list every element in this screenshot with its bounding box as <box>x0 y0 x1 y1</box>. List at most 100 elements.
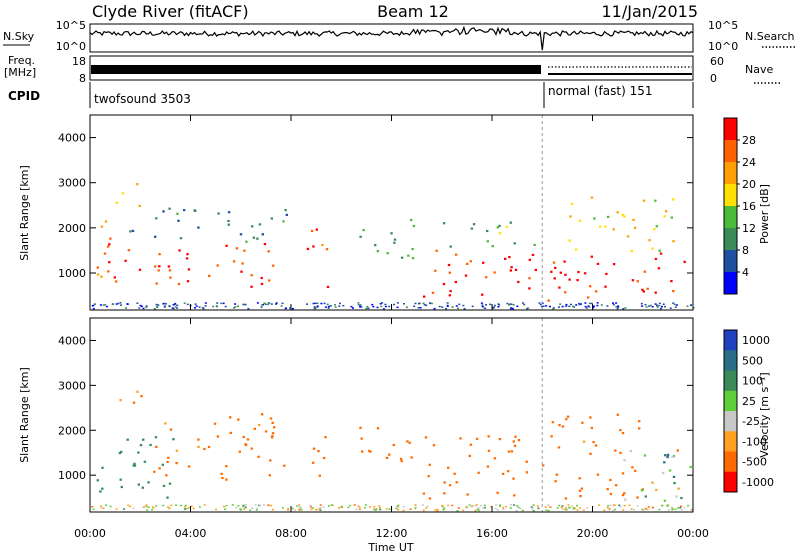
power-ground-cell <box>115 303 118 305</box>
velocity-cell <box>237 418 240 421</box>
velocity-ground-cell <box>192 507 195 510</box>
velocity-ground-cell <box>102 507 105 509</box>
power-cell <box>646 287 649 290</box>
power-ground-cell <box>423 304 426 306</box>
velocity-cell <box>589 452 592 455</box>
power-cell <box>563 260 566 263</box>
power-ground-cell <box>379 303 382 305</box>
velocity-ground-cell <box>613 504 616 506</box>
velocity-cell <box>677 487 680 490</box>
velocity-ground-cell <box>612 509 615 512</box>
power-ground-cell <box>244 303 247 306</box>
power-ground-cell <box>393 303 395 306</box>
velocity-cell <box>271 432 275 435</box>
power-cell <box>577 270 580 274</box>
velocity-ground-cell <box>363 506 366 509</box>
velocity-cell <box>197 445 200 448</box>
velocity-ground-cell <box>474 509 477 512</box>
velocity-ground-cell <box>109 505 112 508</box>
velocity-cell <box>643 454 647 457</box>
velocity-ground-cell <box>680 505 683 507</box>
power-cell <box>578 219 582 222</box>
velocity-ground-cell <box>679 507 682 509</box>
velocity-ground-cell <box>480 504 482 507</box>
power-cell <box>168 269 172 272</box>
power-colorbar: 4 8 12 16 20 24 28 <box>723 117 756 295</box>
velocity-ground-cell <box>223 505 225 508</box>
velocity-cell <box>197 438 200 441</box>
power-cell <box>583 272 587 275</box>
power-cell <box>104 220 108 223</box>
power-cell <box>232 260 236 263</box>
velocity-cell <box>410 456 413 459</box>
power-cell <box>641 288 644 291</box>
power-cell <box>672 198 675 201</box>
power-cell <box>243 249 246 252</box>
velocity-ground-cell <box>319 507 322 509</box>
power-ground-cell <box>384 303 387 306</box>
power-cells <box>91 115 695 310</box>
velocity-ground-cell <box>619 506 622 508</box>
power-cell <box>559 271 562 274</box>
velocity-ground-cell <box>115 508 118 510</box>
velocity-ground-cell <box>270 504 273 507</box>
x-axis-ticks: 00:00 04:00 08:00 12:00 16:00 20:00 00:00 <box>74 115 709 540</box>
velocity-ground-cell <box>618 504 621 506</box>
power-cell <box>642 199 646 202</box>
velocity-cell <box>399 457 403 460</box>
sky-trace <box>89 25 694 51</box>
velocity-ground-cell <box>468 504 471 506</box>
velocity-cell <box>619 429 622 432</box>
power-ground-cell <box>156 306 159 308</box>
power-cell <box>593 217 596 220</box>
velocity-cell <box>554 480 557 483</box>
velocity-ground-cell <box>516 505 519 507</box>
velocity-ground-cell <box>397 506 400 509</box>
velocity-cell <box>250 447 253 450</box>
velocity-ground-cell <box>515 509 518 512</box>
power-cell <box>623 215 626 218</box>
velocity-cell <box>672 454 676 458</box>
velocity-cell <box>594 444 598 447</box>
power-cell <box>410 218 413 222</box>
velocity-cell <box>422 492 426 495</box>
power-ground-cell <box>313 307 316 310</box>
power-ground-cell <box>201 307 204 309</box>
velocity-cell <box>638 420 641 423</box>
velocity-cell <box>469 443 473 446</box>
power-cell <box>448 271 451 274</box>
velocity-cell <box>448 484 452 487</box>
power-cell <box>411 257 415 260</box>
power-ground-cell <box>342 304 345 307</box>
power-ground-cell <box>357 302 360 304</box>
power-ytick-label: 2000 <box>58 222 86 235</box>
velocity-ground-cell <box>561 508 564 510</box>
power-ground-cell <box>418 302 420 305</box>
power-cell <box>633 226 637 229</box>
velocity-colorbar: 1000 500 100 25 -25 -100 -500 -1000 <box>723 329 774 493</box>
power-cell <box>321 244 324 247</box>
velocity-ground-cell <box>572 507 575 509</box>
velocity-ground-cell <box>166 506 169 508</box>
power-cell <box>472 223 476 226</box>
power-ground-cell <box>497 306 500 308</box>
velocity-colorbar-tick-label: -100 <box>742 435 767 448</box>
power-cell <box>454 280 457 284</box>
velocity-ground-cell <box>532 510 535 512</box>
power-cell <box>466 262 469 265</box>
velocity-ground-cell <box>565 508 568 511</box>
velocity-ground-cell <box>422 509 425 512</box>
power-cell <box>167 265 171 268</box>
velocity-cell <box>312 447 316 450</box>
power-ground-cell <box>359 306 361 308</box>
velocity-panel: 1000 2000 3000 4000 Slant Range [km] <box>18 317 694 513</box>
power-ground-cell <box>596 302 599 304</box>
velocity-ground-cell <box>242 505 244 508</box>
velocity-cell <box>220 472 223 475</box>
power-ground-cell <box>686 305 689 307</box>
velocity-cell <box>555 473 558 476</box>
velocity-cell <box>453 472 456 475</box>
velocity-ground-cell <box>397 504 400 507</box>
velocity-colorbar-swatch <box>724 471 737 493</box>
